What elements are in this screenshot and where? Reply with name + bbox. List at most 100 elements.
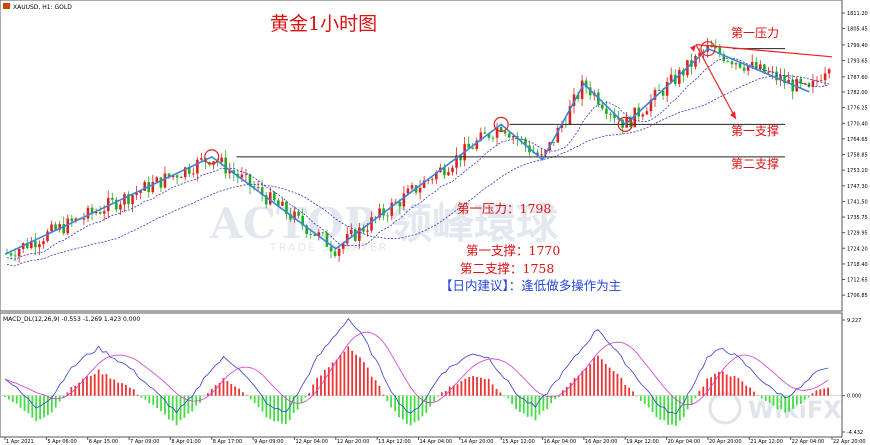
candle-body	[560, 124, 564, 128]
candle-body	[443, 167, 446, 176]
candle-body	[661, 90, 665, 96]
arrow-up-head	[690, 44, 696, 52]
candle-body	[151, 182, 155, 193]
macd-histogram-bar	[534, 395, 537, 421]
macd-histogram-bar	[296, 395, 299, 410]
macd-histogram-bar	[819, 389, 822, 396]
macd-histogram-bar	[234, 386, 237, 396]
macd-histogram-bar	[636, 395, 638, 397]
price-tick-label: 1712.65	[847, 277, 868, 283]
price-tick-label: 1735.75	[847, 215, 868, 221]
candle-body	[163, 173, 167, 188]
macd-histogram-bar	[206, 393, 209, 396]
macd-histogram-bar	[82, 378, 84, 396]
candle-body	[540, 154, 543, 156]
chart-title: 黄金1小时图	[270, 13, 377, 35]
macd-histogram-bar	[359, 357, 361, 396]
candle-body	[726, 61, 730, 62]
candle-body	[192, 173, 195, 175]
macd-histogram-bar	[50, 395, 53, 413]
candle-body	[827, 69, 831, 74]
macd-histogram-bar	[89, 376, 92, 396]
candle-body	[317, 232, 321, 236]
macd-tick-label: -4.432	[847, 430, 863, 436]
arrow-down-line	[695, 44, 737, 120]
macd-histogram-bar	[179, 395, 182, 420]
price-tick-label: 1724.20	[847, 246, 868, 252]
macd-histogram-bar	[799, 395, 802, 404]
level-label-resistance: 第一压力	[731, 26, 779, 40]
macd-histogram-bar	[702, 386, 705, 396]
macd-histogram-bar	[717, 371, 720, 396]
macd-histogram-bar	[175, 395, 178, 426]
macd-histogram-bar	[675, 395, 677, 426]
pivot-circle	[493, 116, 509, 133]
price-tick-label: 1758.85	[847, 153, 868, 159]
macd-histogram-bar	[558, 395, 560, 398]
macd-histogram-bar	[121, 383, 123, 396]
candle-body	[633, 107, 637, 128]
candle-body	[9, 253, 13, 256]
macd-histogram-bar	[554, 395, 556, 400]
macd-info: MACD_DL(12,26,9) -0.553 -1.269 1.423 0.0…	[3, 316, 140, 323]
macd-histogram-bar	[54, 395, 57, 408]
candle-body	[42, 241, 45, 245]
macd-histogram-bar	[405, 395, 408, 424]
candle-body	[406, 188, 410, 194]
candle-body	[337, 248, 341, 256]
macd-histogram-bar	[671, 395, 673, 425]
macd-histogram-bar	[74, 385, 77, 396]
symbol-icon	[3, 3, 10, 9]
macd-histogram-bar	[125, 384, 127, 396]
candle-body	[62, 224, 65, 234]
macd-main-line	[4, 317, 829, 415]
macd-histogram-bar	[503, 395, 506, 397]
candle-body	[264, 195, 268, 205]
forecast-arrows	[690, 44, 833, 120]
candle-body	[779, 75, 782, 81]
time-tick-label: 13 Apr 12:00	[378, 439, 411, 445]
macd-histogram-bar	[597, 355, 599, 396]
time-tick-label: 8 Apr 17:00	[213, 439, 242, 445]
time-tick-label: 1 Apr 2021	[6, 439, 34, 445]
candle-body	[252, 186, 256, 188]
macd-histogram-bar	[66, 392, 69, 396]
candle-body	[58, 224, 61, 230]
candle-body	[767, 72, 770, 74]
candle-body	[378, 208, 381, 218]
candle-body	[34, 240, 37, 248]
macd-histogram-bar	[542, 395, 545, 411]
candles	[5, 38, 831, 263]
time-tick-label: 20 Apr 20:00	[709, 439, 742, 445]
macd-histogram-bar	[304, 395, 307, 398]
price-tick-label: 1782.00	[847, 90, 868, 96]
candle-body	[220, 157, 223, 163]
candle-body	[803, 83, 807, 85]
macd-histogram-bar	[515, 395, 517, 410]
macd-histogram-bar	[109, 378, 112, 396]
pivot-circle	[617, 116, 633, 133]
time-tick-label: 14 Apr 04:00	[420, 439, 453, 445]
candle-body	[345, 233, 349, 244]
macd-histogram-bar	[476, 377, 478, 396]
candle-body	[783, 75, 786, 84]
macd-histogram-bar	[483, 379, 486, 396]
candle-body	[763, 64, 766, 74]
arrow-down-head	[730, 110, 736, 119]
macd-histogram-bar	[698, 390, 701, 396]
level-label-support-2: 第二支撑	[731, 156, 779, 171]
candle-body	[297, 211, 300, 216]
macd-histogram-bar	[651, 395, 654, 413]
candle-body	[143, 181, 146, 191]
candle-body	[321, 232, 325, 234]
candle-body	[50, 224, 53, 232]
candle-body	[657, 89, 661, 91]
candle-body	[588, 87, 592, 96]
candle-body	[374, 217, 377, 219]
macd-histogram-bar	[281, 395, 283, 424]
macd-histogram-bar	[792, 395, 794, 409]
price-tick-label: 1799.40	[847, 43, 868, 49]
candle-body	[277, 200, 280, 206]
candle-body	[159, 177, 163, 188]
